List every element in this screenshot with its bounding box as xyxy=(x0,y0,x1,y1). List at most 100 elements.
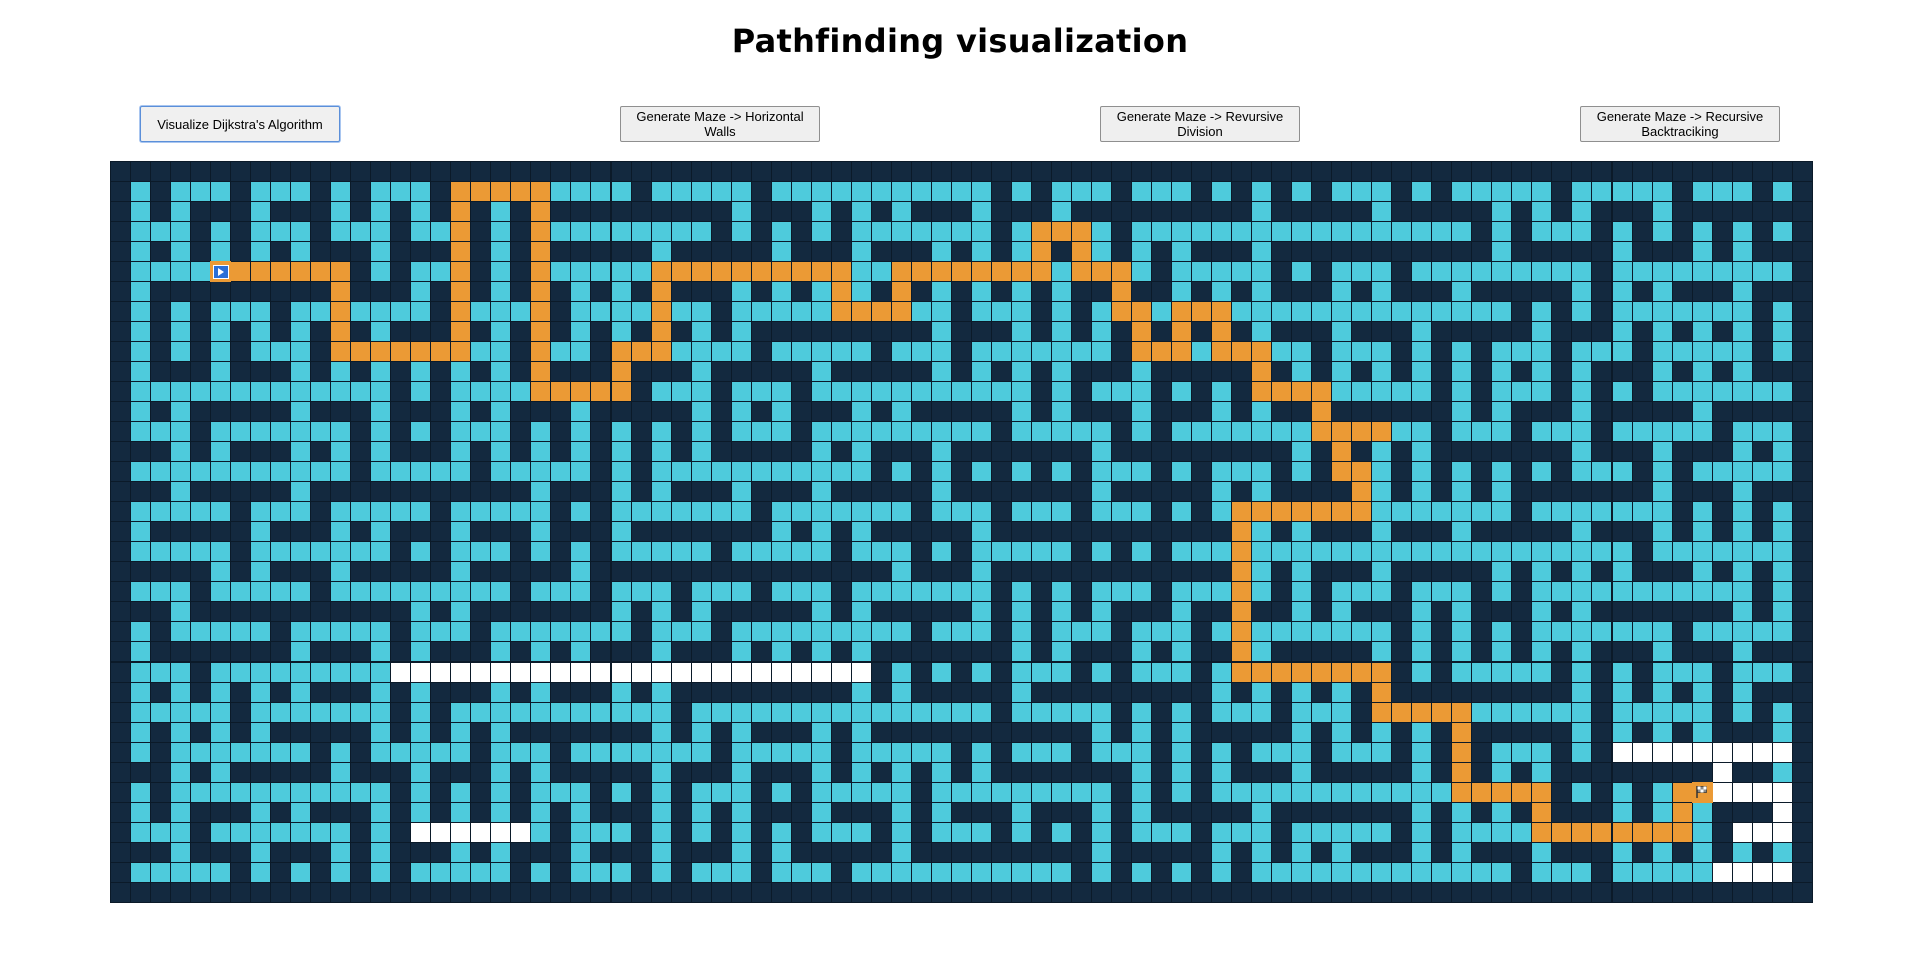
grid-cell-wall[interactable] xyxy=(1191,321,1213,343)
grid-cell-open[interactable] xyxy=(1531,641,1553,663)
grid-cell-open[interactable] xyxy=(1251,641,1273,663)
grid-cell-wall[interactable] xyxy=(1131,521,1153,543)
grid-cell-wall[interactable] xyxy=(150,161,172,182)
grid-cell-wall[interactable] xyxy=(1010,561,1032,583)
grid-cell-path[interactable] xyxy=(450,301,472,323)
grid-cell-path[interactable] xyxy=(1271,661,1293,683)
grid-cell-open[interactable] xyxy=(550,701,572,723)
grid-cell-wall[interactable] xyxy=(1431,281,1453,303)
grid-cell-wall[interactable] xyxy=(710,841,732,863)
grid-cell-open[interactable] xyxy=(770,241,792,263)
grid-cell-open[interactable] xyxy=(710,501,732,523)
grid-cell-wall[interactable] xyxy=(890,161,912,182)
grid-cell-open[interactable] xyxy=(550,461,572,483)
grid-cell-wall[interactable] xyxy=(690,281,712,303)
grid-cell-open[interactable] xyxy=(690,581,712,603)
grid-cell-open[interactable] xyxy=(490,321,512,343)
grid-cell-wall[interactable] xyxy=(1111,241,1132,263)
grid-cell-wall[interactable] xyxy=(670,801,692,823)
grid-cell-open[interactable] xyxy=(190,861,212,883)
grid-cell-wall[interactable] xyxy=(830,581,852,603)
grid-cell-wall[interactable] xyxy=(1151,681,1173,703)
grid-cell-open[interactable] xyxy=(1711,461,1733,483)
grid-cell-open[interactable] xyxy=(1251,821,1273,843)
grid-cell-open[interactable] xyxy=(350,381,372,403)
grid-cell-wall[interactable] xyxy=(1171,881,1193,903)
grid-cell-wall[interactable] xyxy=(1431,601,1453,623)
grid-cell-open[interactable] xyxy=(1651,221,1673,243)
grid-cell-open[interactable] xyxy=(350,501,372,523)
grid-cell-open[interactable] xyxy=(690,321,712,343)
grid-cell-wall[interactable] xyxy=(1111,421,1132,443)
grid-cell-open[interactable] xyxy=(370,201,392,223)
grid-cell-wall[interactable] xyxy=(270,241,292,263)
grid-cell-wall[interactable] xyxy=(350,361,372,383)
grid-cell-wall[interactable] xyxy=(1311,281,1333,303)
grid-cell-open[interactable] xyxy=(1771,561,1793,583)
grid-cell-wall[interactable] xyxy=(1251,881,1273,903)
grid-cell-wall[interactable] xyxy=(750,481,772,503)
grid-cell-wall[interactable] xyxy=(1311,641,1333,663)
grid-cell-wall[interactable] xyxy=(1691,641,1713,663)
grid-cell-open[interactable] xyxy=(230,821,252,843)
grid-cell-open[interactable] xyxy=(1691,221,1713,243)
grid-cell-wall[interactable] xyxy=(1030,561,1052,583)
grid-cell-wall[interactable] xyxy=(810,161,832,182)
grid-cell-open[interactable] xyxy=(1751,541,1773,563)
grid-cell-wall[interactable] xyxy=(350,861,372,883)
grid-cell-open[interactable] xyxy=(990,781,1012,803)
grid-cell-wall[interactable] xyxy=(1471,241,1493,263)
grid-cell-open[interactable] xyxy=(210,861,232,883)
grid-cell-open[interactable] xyxy=(870,781,892,803)
grid-cell-wall[interactable] xyxy=(1171,841,1193,863)
grid-cell-wall[interactable] xyxy=(710,561,732,583)
grid-cell-wall[interactable] xyxy=(1211,241,1233,263)
grid-cell-open[interactable] xyxy=(1611,841,1633,863)
grid-cell-wall[interactable] xyxy=(430,421,452,443)
grid-cell-wall[interactable] xyxy=(1611,481,1633,503)
grid-cell-wall[interactable] xyxy=(1751,801,1773,823)
grid-cell-wall[interactable] xyxy=(1471,621,1493,643)
grid-cell-wall[interactable] xyxy=(230,281,252,303)
grid-cell-open[interactable] xyxy=(370,681,392,703)
grid-cell-wall[interactable] xyxy=(250,601,272,623)
grid-cell-unvisited[interactable] xyxy=(1651,741,1673,763)
grid-cell-wall[interactable] xyxy=(1231,881,1253,903)
grid-cell-open[interactable] xyxy=(1070,181,1092,203)
grid-cell-open[interactable] xyxy=(610,621,632,643)
grid-cell-unvisited[interactable] xyxy=(450,661,472,683)
grid-cell-open[interactable] xyxy=(1251,581,1273,603)
grid-cell-open[interactable] xyxy=(290,801,312,823)
grid-cell-wall[interactable] xyxy=(550,481,572,503)
grid-cell-open[interactable] xyxy=(210,581,232,603)
grid-cell-wall[interactable] xyxy=(1231,861,1253,883)
grid-cell-wall[interactable] xyxy=(790,321,812,343)
grid-cell-wall[interactable] xyxy=(950,301,972,323)
grid-cell-open[interactable] xyxy=(1231,461,1253,483)
grid-cell-open[interactable] xyxy=(1731,261,1753,283)
grid-cell-wall[interactable] xyxy=(150,641,172,663)
grid-cell-open[interactable] xyxy=(1771,601,1793,623)
grid-cell-path[interactable] xyxy=(1331,461,1353,483)
grid-cell-wall[interactable] xyxy=(1751,301,1773,323)
grid-cell-open[interactable] xyxy=(1351,181,1373,203)
grid-cell-open[interactable] xyxy=(1411,341,1433,363)
grid-cell-wall[interactable] xyxy=(430,781,452,803)
grid-cell-open[interactable] xyxy=(1571,581,1593,603)
grid-cell-wall[interactable] xyxy=(910,161,932,182)
grid-cell-wall[interactable] xyxy=(910,481,932,503)
grid-cell-unvisited[interactable] xyxy=(670,661,692,683)
grid-cell-wall[interactable] xyxy=(790,421,812,443)
grid-cell-wall[interactable] xyxy=(510,641,532,663)
grid-cell-wall[interactable] xyxy=(1791,581,1813,603)
grid-cell-wall[interactable] xyxy=(1291,241,1313,263)
grid-cell-wall[interactable] xyxy=(490,161,512,182)
grid-cell-open[interactable] xyxy=(230,421,252,443)
grid-cell-open[interactable] xyxy=(1691,361,1713,383)
grid-cell-open[interactable] xyxy=(1391,541,1413,563)
grid-cell-wall[interactable] xyxy=(1791,381,1813,403)
grid-cell-open[interactable] xyxy=(1571,301,1593,323)
grid-cell-wall[interactable] xyxy=(1551,281,1573,303)
grid-cell-open[interactable] xyxy=(370,441,392,463)
grid-cell-path[interactable] xyxy=(1251,501,1273,523)
